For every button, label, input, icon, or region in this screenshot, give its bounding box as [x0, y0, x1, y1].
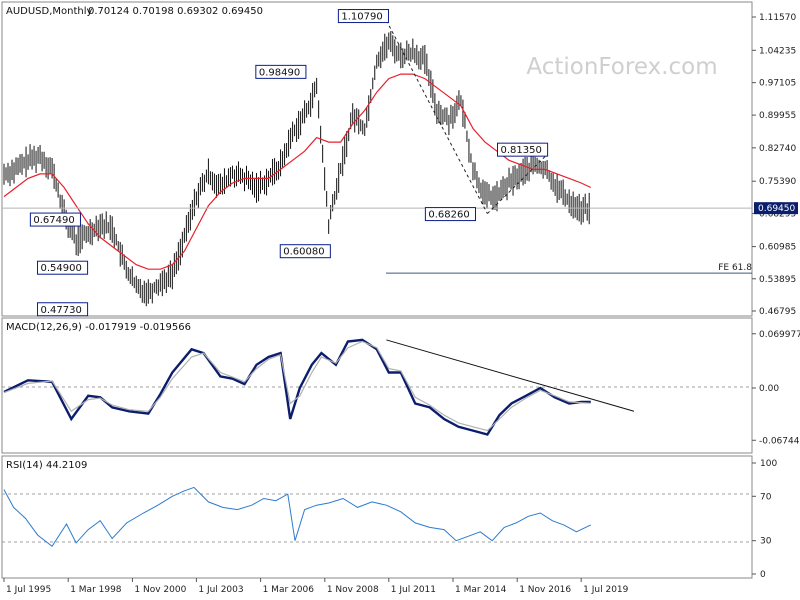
- price-annotation-box: [29, 212, 81, 227]
- price-annotation-box: [279, 244, 331, 259]
- swing-line: [487, 153, 548, 214]
- price-annotation-label: 0.68260: [428, 210, 469, 221]
- date-axis-label: 1 Jul 2011: [391, 585, 436, 595]
- macd-series-layer: [3, 338, 591, 436]
- price-annotation-label: 1.10790: [341, 12, 382, 23]
- price-annotation-label: 0.54900: [40, 263, 81, 274]
- sma-line: [3, 73, 592, 270]
- price-axis-label: 0.82740: [759, 144, 796, 154]
- price-axis-label: 0.53895: [759, 275, 796, 285]
- rsi-series-layer: [3, 486, 592, 548]
- date-axis-label: 1 Nov 2008: [327, 585, 379, 595]
- date-axis-label: 1 Jul 2003: [198, 585, 243, 595]
- fe-label: FE 61.8: [718, 263, 752, 273]
- price-panel-frame: [1, 1, 753, 317]
- price-annotation-box: [337, 9, 389, 24]
- annotation-layer: FE 61.8 1.10790 0.98490 0.81350 0.68260 0.600…: [29, 9, 752, 317]
- macd-panel-frame: [1, 317, 753, 454]
- price-annotation-box: [36, 260, 89, 275]
- macd-trendline: [386, 339, 635, 412]
- date-axis-label: 1 Nov 2016: [519, 585, 571, 595]
- price-axis-label: 0.46795: [759, 307, 796, 317]
- price-axis-label: 0.68295: [759, 209, 796, 219]
- price-axis-label: 0.97105: [759, 79, 796, 89]
- date-axis-label: 1 Jul 2019: [583, 585, 628, 595]
- price-axis-label: 0.75390: [759, 177, 796, 187]
- price-annotation-box: [255, 64, 307, 79]
- date-axis-label: 1 Mar 1998: [70, 585, 122, 595]
- price-annotation-label: 0.81350: [501, 145, 542, 156]
- rsi-line: [3, 486, 592, 548]
- trendline-layer: [385, 20, 635, 412]
- rsi-label: RSI(14) 44.2109: [6, 460, 87, 471]
- price-annotation-box: [497, 142, 549, 157]
- macd-label: MACD(12,26,9) -0.017919 -0.019566: [6, 322, 191, 333]
- macd-axis-label: 0.069977: [759, 330, 800, 340]
- price-axis-label: 0.89955: [759, 111, 796, 121]
- rsi-axis-label: 30: [760, 537, 772, 547]
- date-axis-label: 1 Mar 2014: [455, 585, 507, 595]
- axes-layer: 1.11570 1.04235 0.97105 0.89955 0.82740 0.753…: [3, 13, 800, 595]
- macd-signal-line: [3, 340, 591, 432]
- last-price-label: 0.69450: [758, 204, 795, 214]
- rsi-panel-frame: [1, 455, 753, 579]
- price-series-layer: [2, 31, 752, 307]
- macd-line: [3, 338, 591, 436]
- ohlc-readout: 0.70124 0.70198 0.69302 0.69450: [88, 6, 263, 17]
- rsi-axis-label: 70: [760, 492, 772, 502]
- price-annotation-label: 0.98490: [259, 67, 300, 78]
- macd-axis-label: -0.067448: [759, 436, 800, 446]
- rsi-axis-label: 0: [760, 570, 766, 580]
- last-price-tag: [754, 202, 798, 215]
- date-axis-label: 1 Jul 1995: [6, 585, 51, 595]
- watermark: ActionForex.com: [526, 54, 717, 80]
- rsi-axis-label: 100: [760, 459, 777, 469]
- price-annotation-label: 0.67490: [33, 215, 74, 226]
- price-axis-label: 0.60985: [759, 243, 796, 253]
- chart-title: AUDUSD,Monthly: [6, 6, 93, 17]
- price-annotation-box: [36, 302, 89, 317]
- macd-axis-label: 0.00: [759, 384, 779, 394]
- date-axis-label: 1 Mar 2006: [263, 585, 315, 595]
- date-axis-label: 1 Nov 2000: [134, 585, 186, 595]
- price-axis-label: 1.04235: [759, 46, 796, 56]
- price-axis-label: 1.11570: [759, 13, 796, 23]
- price-annotation-label: 0.60080: [283, 247, 324, 258]
- price-annotation-box: [424, 207, 476, 222]
- price-annotation-label: 0.47730: [40, 305, 81, 316]
- swing-line: [385, 20, 488, 214]
